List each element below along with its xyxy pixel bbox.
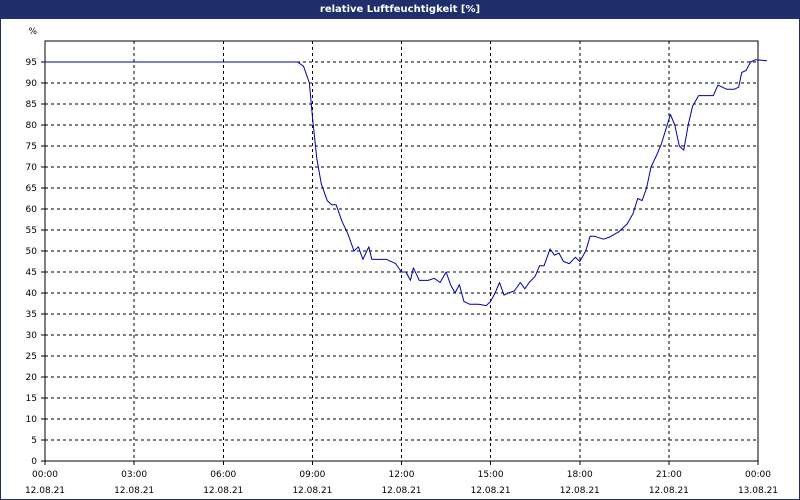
- x-tick-time-label: 15:00: [478, 470, 504, 480]
- x-tick-date-label: 12.08.21: [25, 486, 65, 496]
- x-tick-date-label: 12.08.21: [203, 486, 243, 496]
- y-tick-label: 25: [26, 352, 37, 362]
- y-tick-label: 10: [26, 415, 38, 425]
- y-tick-label: 95: [26, 58, 37, 68]
- y-tick-label: 75: [26, 142, 37, 152]
- x-tick-date-label: 12.08.21: [560, 486, 600, 496]
- x-tick-time-label: 00:00: [32, 470, 58, 480]
- grid-lines: [45, 41, 758, 461]
- y-tick-label: 80: [26, 121, 38, 131]
- x-tick-time-label: 06:00: [210, 470, 236, 480]
- x-tick-date-label: 12.08.21: [292, 486, 332, 496]
- x-tick-date-label: 13.08.21: [738, 486, 778, 496]
- x-tick-date-label: 12.08.21: [114, 486, 154, 496]
- y-axis-ticks: 0 5 10 15 20 25 30 35 40 45 50 55 60 65 70 75 80 85 90 95%: [26, 27, 45, 467]
- x-tick-time-label: 00:00: [745, 470, 771, 480]
- y-tick-label: 45: [26, 268, 37, 278]
- y-tick-label: 50: [26, 247, 38, 257]
- x-tick-time-label: 18:00: [567, 470, 593, 480]
- y-tick-label: 90: [26, 79, 38, 89]
- y-tick-label: 70: [26, 163, 38, 173]
- x-tick-date-label: 12.08.21: [471, 486, 511, 496]
- y-tick-label: 0: [31, 457, 37, 467]
- x-tick-date-label: 12.08.21: [381, 486, 421, 496]
- y-tick-label: 20: [26, 373, 38, 383]
- humidity-series-line: [45, 59, 767, 307]
- chart-title: relative Luftfeuchtigkeit [%]: [1, 1, 799, 19]
- y-tick-label: 35: [26, 310, 37, 320]
- series-layer: [45, 59, 767, 307]
- x-tick-time-label: 12:00: [389, 470, 415, 480]
- y-unit-label: %: [28, 27, 37, 37]
- y-tick-label: 55: [26, 226, 37, 236]
- y-tick-label: 5: [31, 436, 37, 446]
- y-tick-label: 65: [26, 184, 37, 194]
- y-tick-label: 15: [26, 394, 37, 404]
- x-tick-date-label: 12.08.21: [649, 486, 689, 496]
- x-tick-time-label: 21:00: [656, 470, 682, 480]
- y-tick-label: 85: [26, 100, 37, 110]
- y-tick-label: 30: [26, 331, 38, 341]
- x-tick-time-label: 03:00: [121, 470, 147, 480]
- y-tick-label: 60: [26, 205, 38, 215]
- y-tick-label: 40: [26, 289, 38, 299]
- x-axis-ticks: 00:00 12.08.21 03:00 12.08.21 06:00 12.08.21 0…: [25, 461, 778, 496]
- x-tick-time-label: 09:00: [299, 470, 325, 480]
